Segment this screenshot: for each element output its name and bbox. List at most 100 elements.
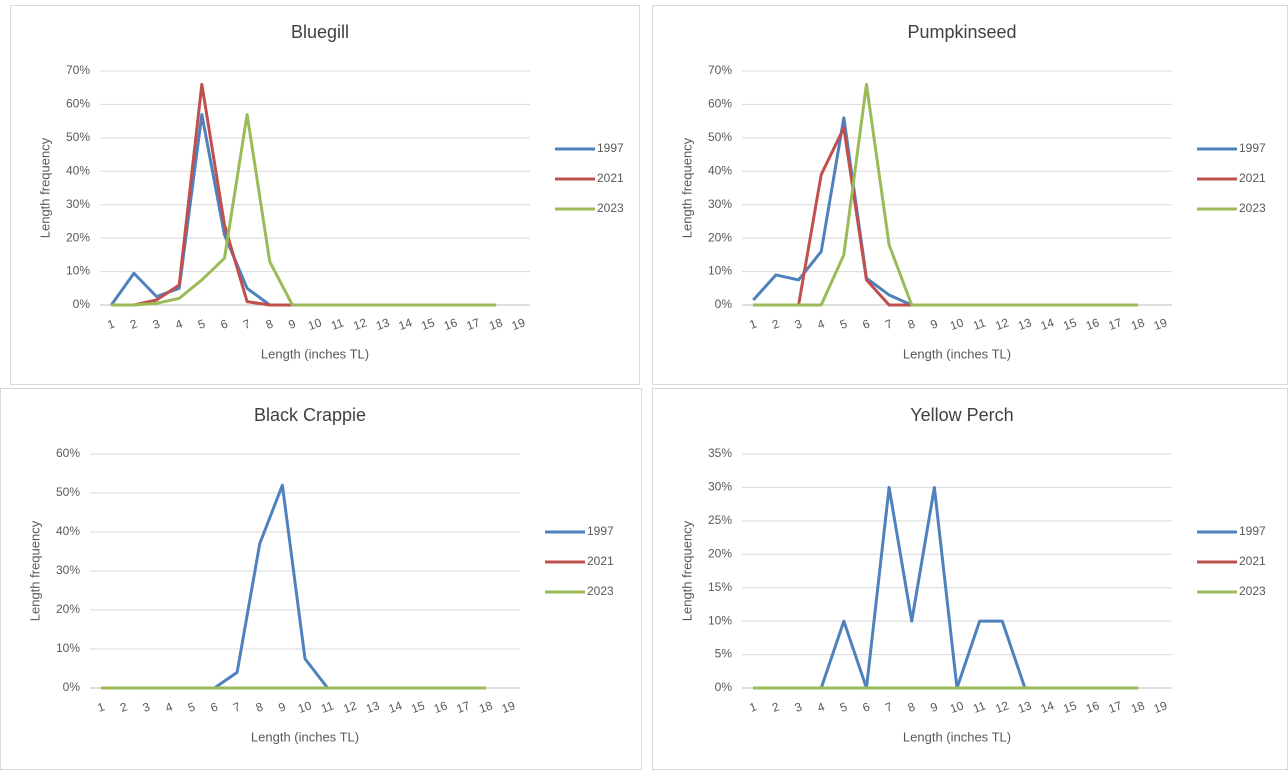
y-tick-label: 5% [715, 647, 733, 661]
y-tick-label: 20% [56, 602, 80, 616]
y-tick-label: 35% [708, 446, 732, 460]
y-tick-label: 70% [66, 63, 90, 77]
x-tick-label: 12 [993, 698, 1011, 716]
y-tick-label: 0% [715, 297, 733, 311]
legend-label: 2023 [1239, 584, 1266, 598]
y-tick-label: 60% [56, 446, 80, 460]
legend-label: 2021 [587, 554, 614, 568]
x-tick-label: 4 [173, 316, 184, 332]
x-tick-label: 17 [1106, 315, 1124, 333]
x-tick-label: 6 [219, 316, 230, 332]
x-tick-label: 6 [861, 699, 872, 715]
x-tick-label: 8 [254, 699, 265, 715]
legend-label: 2021 [597, 171, 624, 185]
x-tick-label: 16 [432, 698, 450, 716]
x-tick-label: 7 [883, 699, 894, 715]
x-tick-label: 8 [906, 699, 917, 715]
panel-border [652, 388, 1288, 770]
y-tick-label: 0% [715, 680, 733, 694]
x-tick-label: 16 [442, 315, 460, 333]
x-tick-label: 7 [231, 699, 242, 715]
x-tick-label: 11 [971, 698, 988, 716]
x-tick-label: 13 [374, 315, 392, 333]
legend-label: 1997 [1239, 524, 1266, 538]
x-tick-label: 11 [329, 315, 346, 333]
x-tick-label: 19 [510, 315, 528, 333]
y-tick-label: 40% [708, 163, 732, 177]
x-tick-label: 1 [105, 316, 116, 332]
x-tick-label: 9 [287, 316, 298, 332]
x-tick-label: 18 [1129, 698, 1147, 716]
x-tick-label: 10 [948, 698, 966, 716]
x-tick-label: 19 [1152, 315, 1170, 333]
x-axis-title: Length (inches TL) [903, 729, 1011, 744]
x-tick-label: 7 [241, 316, 252, 332]
y-tick-label: 50% [708, 130, 732, 144]
y-tick-label: 40% [56, 524, 80, 538]
x-tick-label: 17 [464, 315, 482, 333]
y-axis-title: Length frequency [27, 520, 42, 621]
legend-label: 1997 [597, 141, 624, 155]
x-tick-label: 10 [948, 315, 966, 333]
x-tick-label: 7 [883, 316, 894, 332]
x-tick-label: 12 [993, 315, 1011, 333]
x-tick-label: 16 [1084, 315, 1102, 333]
x-tick-label: 8 [264, 316, 275, 332]
x-tick-label: 15 [419, 315, 437, 333]
y-tick-label: 40% [66, 163, 90, 177]
y-tick-label: 30% [708, 197, 732, 211]
x-tick-label: 5 [838, 699, 849, 715]
x-tick-label: 19 [500, 698, 518, 716]
y-tick-label: 20% [66, 230, 90, 244]
x-tick-label: 1 [747, 699, 758, 715]
data-line [111, 112, 497, 307]
x-tick-label: 2 [128, 316, 139, 332]
y-tick-label: 30% [708, 480, 732, 494]
x-tick-label: 10 [306, 315, 324, 333]
legend-label: 1997 [587, 524, 614, 538]
y-tick-label: 20% [708, 230, 732, 244]
y-tick-label: 30% [66, 197, 90, 211]
x-tick-label: 13 [1016, 315, 1034, 333]
y-tick-label: 25% [708, 513, 732, 527]
y-axis-title: Length frequency [679, 520, 694, 621]
x-tick-label: 12 [351, 315, 369, 333]
x-tick-label: 5 [196, 316, 207, 332]
x-tick-label: 2 [770, 316, 781, 332]
x-tick-label: 8 [906, 316, 917, 332]
y-tick-label: 10% [56, 641, 80, 655]
x-tick-label: 19 [1152, 698, 1170, 716]
y-tick-label: 30% [56, 563, 80, 577]
x-tick-label: 18 [477, 698, 495, 716]
x-tick-label: 13 [364, 698, 382, 716]
x-tick-label: 3 [793, 699, 804, 715]
x-tick-label: 15 [1061, 315, 1079, 333]
x-tick-label: 12 [341, 698, 359, 716]
y-tick-label: 10% [66, 264, 90, 278]
x-tick-label: 9 [929, 699, 940, 715]
x-tick-label: 3 [793, 316, 804, 332]
x-tick-label: 18 [487, 315, 505, 333]
y-tick-label: 20% [708, 546, 732, 560]
y-tick-label: 50% [66, 130, 90, 144]
x-axis-title: Length (inches TL) [261, 346, 369, 361]
y-tick-label: 60% [66, 97, 90, 111]
x-tick-label: 15 [1061, 698, 1079, 716]
y-tick-label: 10% [708, 613, 732, 627]
x-tick-label: 10 [296, 698, 314, 716]
x-tick-label: 4 [815, 699, 826, 715]
x-tick-label: 1 [95, 699, 106, 715]
chart-title: Yellow Perch [910, 405, 1013, 425]
x-tick-label: 16 [1084, 698, 1102, 716]
legend-label: 2021 [1239, 171, 1266, 185]
x-axis-title: Length (inches TL) [903, 346, 1011, 361]
y-axis-title: Length frequency [679, 137, 694, 238]
y-tick-label: 60% [708, 97, 732, 111]
x-tick-label: 5 [838, 316, 849, 332]
